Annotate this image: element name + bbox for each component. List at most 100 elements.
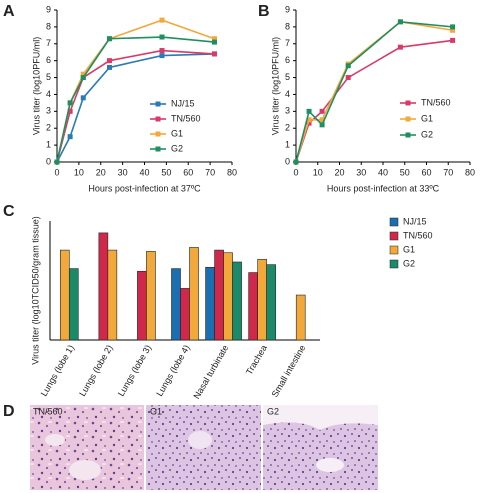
series-line xyxy=(56,49,215,163)
legend-label: TN/560 xyxy=(171,113,201,123)
y-tick-label: 1 xyxy=(285,139,290,149)
histology-label: G2 xyxy=(267,406,279,416)
bar xyxy=(257,259,267,341)
y-axis-title: Virus titer (log10TCID50/gram tissue) xyxy=(30,216,40,364)
x-tick-label: Lungs (lobe 1) xyxy=(39,343,76,398)
data-point xyxy=(107,58,112,64)
legend-swatch xyxy=(389,245,399,255)
data-point xyxy=(397,19,403,25)
legend-swatch xyxy=(389,231,399,241)
legend-label: G2 xyxy=(403,258,415,268)
panel-label: D xyxy=(3,403,15,420)
legend-label: NJ/15 xyxy=(403,216,427,226)
x-tick-label: 40 xyxy=(139,167,149,177)
y-tick-label: 5 xyxy=(285,72,290,82)
data-point xyxy=(212,51,217,57)
bar xyxy=(266,264,276,341)
legend-label: TN/560 xyxy=(403,230,433,240)
histology-panel: D TN/560 G1 G2 xyxy=(3,403,378,490)
bar xyxy=(214,249,224,341)
panel-label: B xyxy=(258,3,270,20)
legend-label: G1 xyxy=(421,113,433,123)
data-point xyxy=(67,108,73,114)
y-tick-label: 0 xyxy=(46,156,51,166)
histology-label: TN/560 xyxy=(33,406,63,416)
y-tick-label: 3 xyxy=(285,106,290,116)
bar xyxy=(107,249,118,341)
x-tick-label: 30 xyxy=(118,167,128,177)
y-tick-label: 8 xyxy=(285,21,290,31)
data-point xyxy=(450,37,456,43)
series-line xyxy=(56,36,215,163)
y-tick-label: 9 xyxy=(46,4,51,14)
bar xyxy=(137,270,147,341)
x-tick-label: 80 xyxy=(227,167,237,177)
data-point xyxy=(345,63,351,69)
y-tick-label: 7 xyxy=(46,38,51,48)
data-point xyxy=(306,120,312,126)
alveolar-space xyxy=(263,405,378,430)
data-point xyxy=(159,53,165,59)
data-point xyxy=(450,27,456,33)
data-point xyxy=(67,100,73,106)
y-tick-label: 4 xyxy=(285,89,290,99)
y-tick-label: 1 xyxy=(46,139,51,149)
x-tick-label: 80 xyxy=(465,167,475,177)
legend-marker xyxy=(405,132,411,138)
legend-marker xyxy=(155,131,161,137)
data-point xyxy=(306,117,312,123)
legend-marker xyxy=(405,116,411,122)
y-tick-label: 2 xyxy=(46,123,51,133)
legend-label: G2 xyxy=(421,129,433,139)
legend-marker xyxy=(155,116,161,122)
legend-label: NJ/15 xyxy=(171,98,195,108)
x-tick-label: 20 xyxy=(334,167,344,177)
data-point xyxy=(293,159,299,165)
bar xyxy=(171,268,181,341)
legend-marker xyxy=(155,146,161,152)
data-point xyxy=(319,122,325,128)
bar xyxy=(248,272,258,341)
legend-marker xyxy=(155,101,161,107)
series-line xyxy=(56,53,215,163)
data-point xyxy=(212,39,217,45)
x-tick-label: 30 xyxy=(356,167,366,177)
panel-label: A xyxy=(3,3,15,20)
x-tick-label: Nasal turbinate xyxy=(191,343,230,400)
x-tick-label: Lungs (lobe 2) xyxy=(77,343,114,398)
x-tick-label: Small intestine xyxy=(270,343,308,399)
x-tick-label: 20 xyxy=(96,167,106,177)
y-tick-label: 6 xyxy=(46,55,51,65)
y-axis-title: Virus titer (log10PFU/ml) xyxy=(31,37,41,135)
legend-label: G2 xyxy=(171,143,183,153)
x-tick-label: 70 xyxy=(443,167,453,177)
data-point xyxy=(159,34,165,40)
y-tick-label: 7 xyxy=(285,38,290,48)
x-tick-label: Lungs (lobe 4) xyxy=(154,343,191,398)
bar xyxy=(59,249,70,341)
y-tick-label: 0 xyxy=(285,156,290,166)
data-point xyxy=(319,117,325,123)
data-point xyxy=(159,17,165,23)
y-axis-title: Virus titer (log10PFU/ml) xyxy=(270,37,280,135)
data-point xyxy=(67,134,73,140)
x-tick-label: 10 xyxy=(74,167,84,177)
bar xyxy=(205,266,215,341)
y-tick-label: 2 xyxy=(285,123,290,133)
legend-label: G1 xyxy=(403,244,415,254)
bar xyxy=(232,261,242,341)
data-point xyxy=(450,24,456,30)
y-tick-label: 3 xyxy=(46,106,51,116)
panel-label: C xyxy=(3,203,15,220)
x-axis-title: Hours post-infection at 37ºC xyxy=(88,183,201,193)
x-tick-label: 40 xyxy=(378,167,388,177)
bar xyxy=(223,252,233,341)
legend-swatch xyxy=(389,217,399,227)
y-tick-label: 9 xyxy=(285,4,290,14)
y-tick-label: 4 xyxy=(46,89,51,99)
bar xyxy=(295,294,306,341)
y-tick-label: 8 xyxy=(46,21,51,31)
x-tick-label: 70 xyxy=(205,167,215,177)
legend-swatch xyxy=(389,259,399,269)
